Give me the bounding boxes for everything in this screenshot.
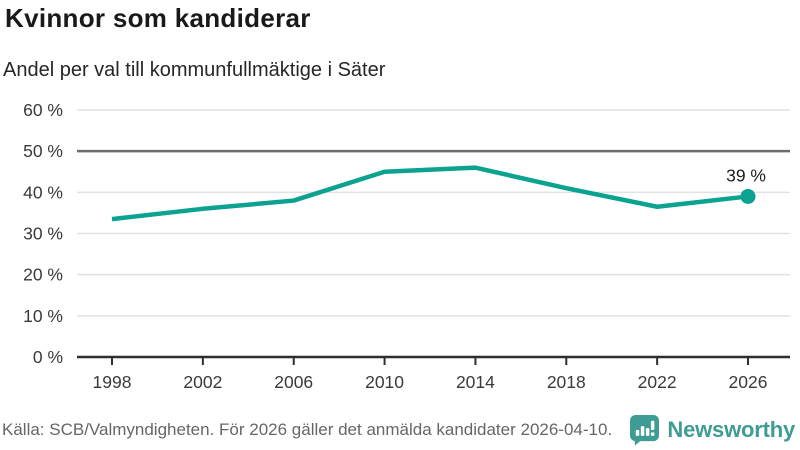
trend-line (111, 165, 749, 222)
y-tick-label: 40 % (23, 182, 63, 202)
newsworthy-logo: Newsworthy (629, 414, 795, 446)
end-point-label: 39 % (726, 165, 766, 185)
newsworthy-bubble-chart-icon (630, 414, 660, 446)
y-tick-label: 30 % (23, 224, 63, 244)
y-tick-label: 10 % (23, 306, 63, 326)
x-tick-label: 1998 (93, 372, 132, 392)
newsworthy-wordmark: Newsworthy (667, 417, 795, 442)
x-tick-label: 2026 (729, 372, 768, 392)
x-tick-label: 2010 (365, 372, 404, 392)
y-tick-label: 50 % (23, 141, 63, 161)
chart-subtitle: Andel per val till kommunfullmäktige i S… (3, 59, 386, 81)
y-tick-label: 0 % (33, 347, 63, 367)
x-tick-label: 2018 (547, 372, 586, 392)
end-point-marker (740, 188, 756, 204)
source-note: Källa: SCB/Valmyndigheten. För 2026 gäll… (2, 420, 613, 439)
x-tick-label: 2022 (638, 372, 677, 392)
x-tick-label: 2014 (456, 372, 495, 392)
x-tick-label: 2006 (274, 372, 313, 392)
x-tick-label: 2002 (183, 372, 222, 392)
y-tick-label: 20 % (23, 265, 63, 285)
chart-title: Kvinnor som kandiderar (5, 3, 311, 33)
y-tick-label: 60 % (23, 100, 63, 120)
footer: Källa: SCB/Valmyndigheten. För 2026 gäll… (2, 413, 795, 447)
